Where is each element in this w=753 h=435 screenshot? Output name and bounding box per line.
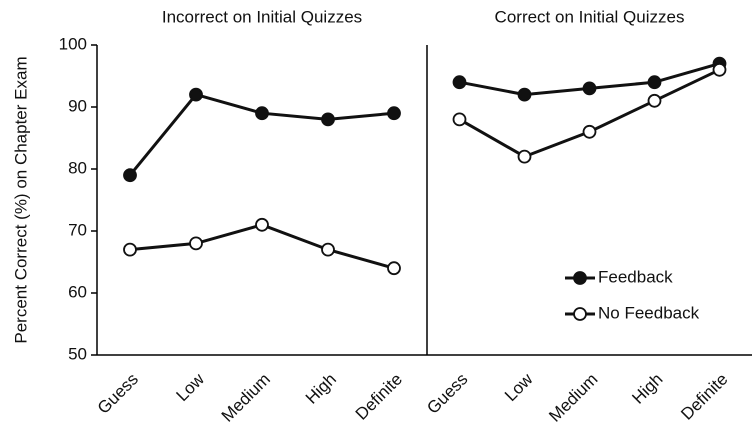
point bbox=[255, 217, 269, 232]
y-tick-label: 50 bbox=[68, 344, 87, 363]
panel-title: Incorrect on Initial Quizzes bbox=[162, 7, 362, 26]
x-tick-label: Low bbox=[501, 369, 537, 405]
point bbox=[647, 93, 662, 108]
point bbox=[517, 87, 532, 102]
x-tick-label: Guess bbox=[94, 370, 142, 418]
point bbox=[387, 106, 401, 121]
y-tick-label: 80 bbox=[68, 158, 87, 177]
y-tick-label: 60 bbox=[68, 282, 87, 301]
legend-label: No Feedback bbox=[598, 303, 700, 322]
x-tick-label: Definite bbox=[352, 370, 406, 424]
legend-marker bbox=[573, 307, 587, 321]
x-tick-label: Medium bbox=[218, 370, 274, 426]
point bbox=[321, 112, 335, 127]
x-tick-label: Medium bbox=[545, 370, 601, 426]
x-tick-label: Low bbox=[173, 369, 209, 405]
point bbox=[517, 149, 532, 164]
legend-marker bbox=[573, 271, 587, 285]
y-axis-label: Percent Correct (%) on Chapter Exam bbox=[11, 56, 30, 343]
y-tick-label: 70 bbox=[68, 220, 87, 239]
y-tick-label: 90 bbox=[68, 96, 87, 115]
point bbox=[189, 87, 203, 102]
x-tick-label: Definite bbox=[677, 370, 731, 424]
legend-label: Feedback bbox=[598, 267, 673, 286]
point bbox=[189, 236, 203, 251]
x-tick-label: Guess bbox=[423, 370, 471, 418]
point bbox=[123, 168, 137, 183]
point bbox=[387, 261, 401, 276]
point bbox=[452, 112, 467, 127]
point bbox=[712, 62, 727, 77]
point bbox=[321, 242, 335, 257]
panel-title: Correct on Initial Quizzes bbox=[495, 7, 685, 26]
point bbox=[123, 242, 137, 257]
point bbox=[647, 75, 662, 90]
point bbox=[452, 75, 467, 90]
x-tick-label: High bbox=[302, 370, 340, 408]
y-tick-label: 100 bbox=[59, 34, 87, 53]
point bbox=[582, 81, 597, 96]
point bbox=[582, 124, 597, 139]
x-tick-label: High bbox=[628, 370, 666, 408]
point bbox=[255, 106, 269, 121]
